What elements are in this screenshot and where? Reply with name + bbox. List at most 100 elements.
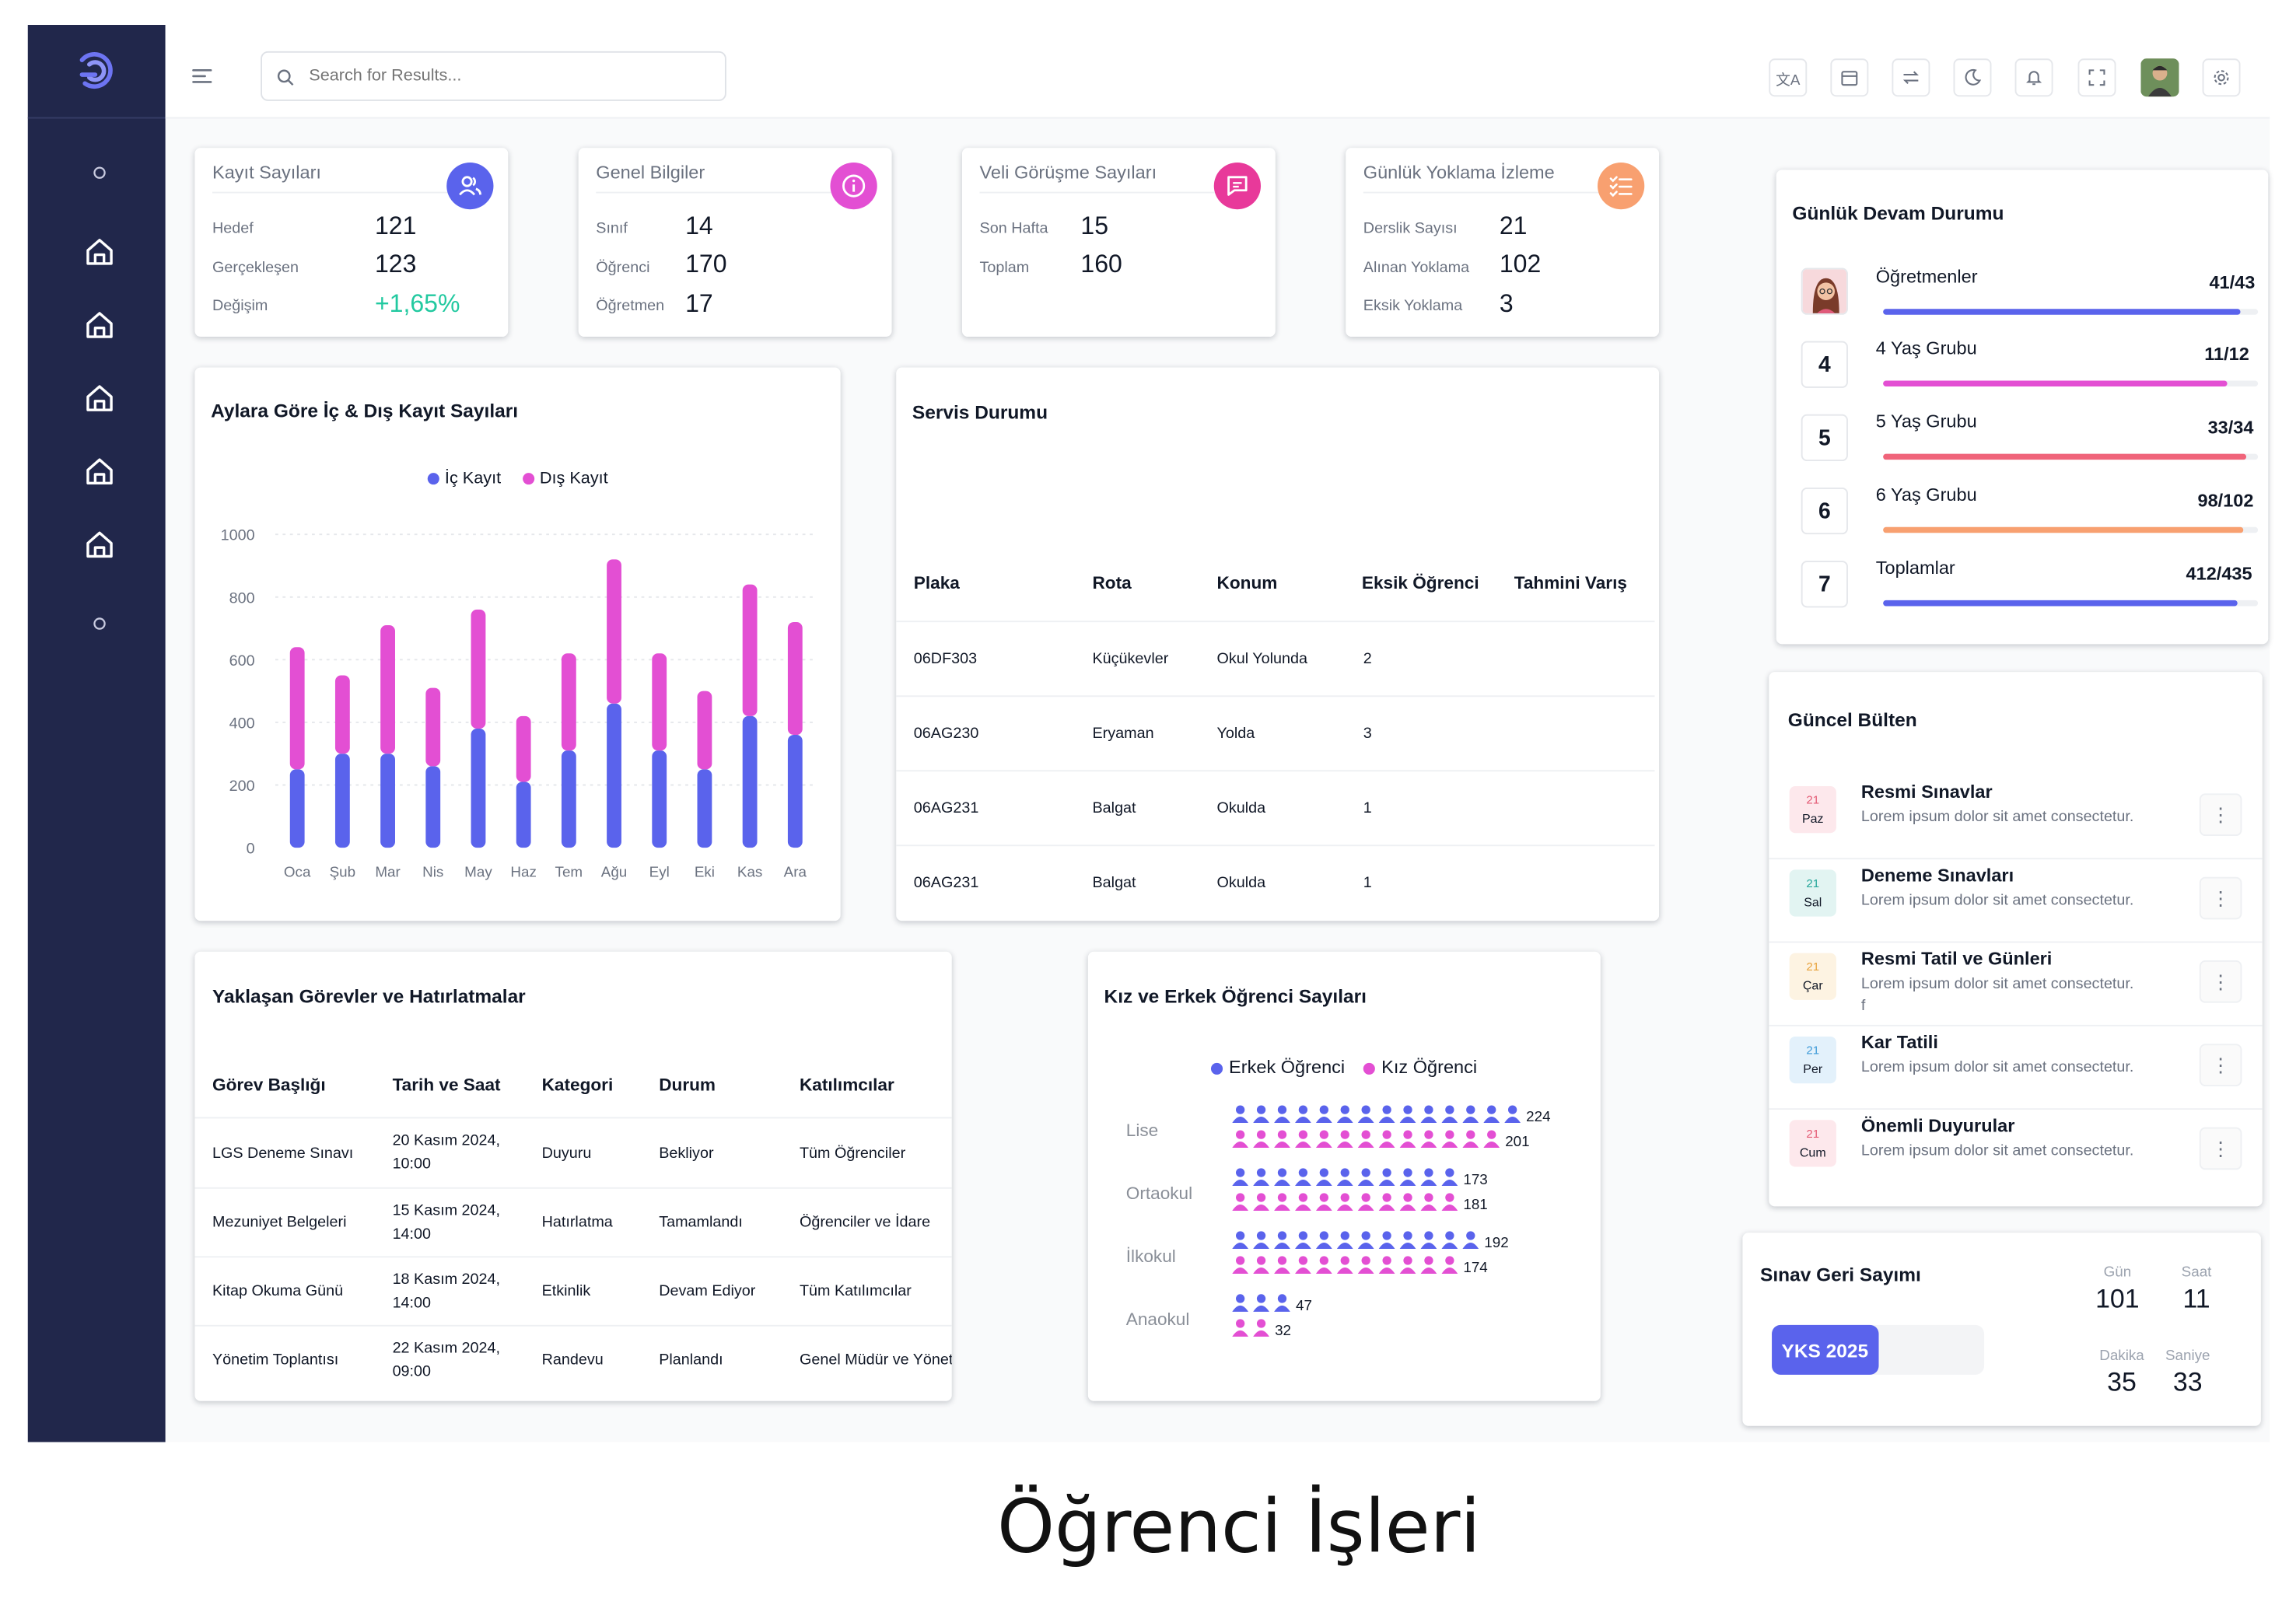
sidebar-home-icon[interactable] xyxy=(83,236,115,268)
person-icon xyxy=(1315,1130,1332,1149)
search-input[interactable] xyxy=(309,64,705,88)
sidebar-home-icon[interactable] xyxy=(83,456,115,488)
bar-ic-Nis[interactable] xyxy=(425,766,441,848)
sidebar-dot-icon[interactable] xyxy=(93,166,107,180)
exam-progress-pill[interactable]: YKS 2025 xyxy=(1772,1324,1878,1375)
bulletin-item-title[interactable]: Resmi Tatil ve Günleri xyxy=(1860,948,2053,970)
bar-dis-Kas[interactable] xyxy=(742,584,758,716)
bulletin-day: 21 xyxy=(1806,876,1820,890)
gender-title: Kız ve Erkek Öğrenci Sayıları xyxy=(1104,985,1367,1008)
more-options-icon[interactable]: ⋮ xyxy=(2199,1127,2242,1170)
more-options-icon[interactable]: ⋮ xyxy=(2199,960,2242,1003)
more-options-icon[interactable]: ⋮ xyxy=(2199,1044,2242,1086)
more-options-icon[interactable]: ⋮ xyxy=(2199,793,2242,837)
bar-dis-Şub[interactable] xyxy=(334,675,350,754)
brand-logo-icon[interactable] xyxy=(76,48,117,92)
bulletin-day: 21 xyxy=(1806,1044,1820,1058)
bar-dis-Tem[interactable] xyxy=(561,653,576,751)
bar-ic-Kas[interactable] xyxy=(742,715,758,848)
age-group-badge: 7 xyxy=(1801,561,1848,608)
person-icon xyxy=(1399,1130,1416,1149)
dark-mode-button[interactable] xyxy=(1953,58,1992,97)
avatar[interactable] xyxy=(2140,58,2179,97)
count-label-female: 174 xyxy=(1463,1259,1487,1275)
person-icon xyxy=(1378,1256,1395,1274)
bar-ic-Mar[interactable] xyxy=(380,754,395,848)
bar-dis-Nis[interactable] xyxy=(425,687,441,767)
tasks-header-status: Durum xyxy=(659,1074,716,1096)
bar-dis-May[interactable] xyxy=(471,609,486,729)
sidebar-home-icon[interactable] xyxy=(83,382,115,414)
legend-label-ic: İç Kayıt xyxy=(444,470,502,488)
upcoming-tasks-card: Yaklaşan Görevler ve Hatırlatmalar Görev… xyxy=(194,951,952,1401)
bar-ic-Ara[interactable] xyxy=(787,735,803,848)
settings-button[interactable] xyxy=(2202,58,2241,97)
tasks-header-participants: Katılımcılar xyxy=(799,1074,894,1096)
seconds-value: 33 xyxy=(2172,1367,2203,1397)
bulletin-item-title[interactable]: Kar Tatili xyxy=(1860,1032,1938,1053)
age-group-badge: 5 xyxy=(1801,414,1848,462)
bar-dis-Mar[interactable] xyxy=(380,625,395,754)
person-icon xyxy=(1232,1130,1249,1149)
person-icon xyxy=(1378,1130,1395,1149)
person-icon xyxy=(1420,1130,1437,1149)
bar-ic-Eyl[interactable] xyxy=(652,750,667,848)
person-icon xyxy=(1420,1168,1437,1186)
calendar-button[interactable] xyxy=(1830,58,1869,97)
bulletin-item-title[interactable]: Deneme Sınavları xyxy=(1860,865,2014,886)
sidebar-home-icon[interactable] xyxy=(83,529,115,561)
bar-ic-May[interactable] xyxy=(471,728,486,848)
person-icon xyxy=(1336,1168,1353,1186)
bulletin-item-title[interactable]: Önemli Duyurular xyxy=(1860,1115,2015,1136)
sidebar-divider xyxy=(27,117,166,119)
translate-button[interactable]: 文A xyxy=(1769,58,1808,97)
person-icon xyxy=(1274,1193,1290,1211)
service-status-card: Servis Durumu Plaka Rota Konum Eksik Öğr… xyxy=(896,367,1660,921)
bar-dis-Ağu[interactable] xyxy=(607,559,621,704)
menu-toggle-icon[interactable] xyxy=(192,68,212,86)
bar-ic-Eki[interactable] xyxy=(697,769,712,848)
divider xyxy=(596,191,874,194)
notifications-button[interactable] xyxy=(2014,58,2053,97)
sidebar-dot-icon[interactable] xyxy=(93,617,107,631)
service-cell: Okulda xyxy=(1216,799,1266,817)
fullscreen-button[interactable] xyxy=(2077,58,2116,97)
stat-value: 160 xyxy=(1080,250,1122,278)
attendance-bar-fill xyxy=(1883,309,2241,315)
person-icon xyxy=(1295,1231,1311,1249)
bar-ic-Tem[interactable] xyxy=(561,750,576,848)
bar-dis-Haz[interactable] xyxy=(516,715,531,782)
tasks-header-date: Tarih ve Saat xyxy=(392,1074,501,1096)
bar-dis-Oca[interactable] xyxy=(289,647,305,770)
bar-ic-Haz[interactable] xyxy=(516,782,531,848)
bar-dis-Ara[interactable] xyxy=(787,621,803,736)
bar-ic-Şub[interactable] xyxy=(334,754,350,848)
task-category: Randevu xyxy=(541,1351,604,1369)
task-status: Planlandı xyxy=(659,1351,723,1369)
bulletin-item-title[interactable]: Resmi Sınavlar xyxy=(1860,782,1993,803)
x-tick-label: Ara xyxy=(784,864,807,880)
swap-button[interactable] xyxy=(1892,58,1930,97)
divider xyxy=(194,1256,952,1258)
x-tick-label: Eki xyxy=(695,864,715,880)
more-options-icon[interactable]: ⋮ xyxy=(2199,876,2242,920)
bar-dis-Eyl[interactable] xyxy=(652,653,667,751)
sidebar-home-icon[interactable] xyxy=(83,309,115,341)
bar-ic-Oca[interactable] xyxy=(289,769,305,848)
gender-legend: Erkek Öğrenci Kız Öğrenci xyxy=(1088,1057,1601,1078)
x-tick-label: Mar xyxy=(375,864,400,880)
divider xyxy=(896,621,1655,623)
bulletin-title: Güncel Bülten xyxy=(1787,708,1917,731)
divider xyxy=(212,191,491,194)
bar-ic-Ağu[interactable] xyxy=(607,703,621,848)
divider xyxy=(1769,1024,2263,1026)
search-box[interactable] xyxy=(261,51,726,101)
count-label-male: 173 xyxy=(1463,1171,1487,1187)
task-date: 22 Kasım 2024, xyxy=(392,1339,501,1358)
legend-dot-dis xyxy=(522,473,534,485)
bar-dis-Eki[interactable] xyxy=(697,691,712,770)
stat-label: Gerçekleşen xyxy=(212,259,299,277)
service-cell: Okul Yolunda xyxy=(1216,649,1308,668)
tasks-header-title: Görev Başlığı xyxy=(212,1074,326,1096)
divider xyxy=(1363,191,1642,194)
